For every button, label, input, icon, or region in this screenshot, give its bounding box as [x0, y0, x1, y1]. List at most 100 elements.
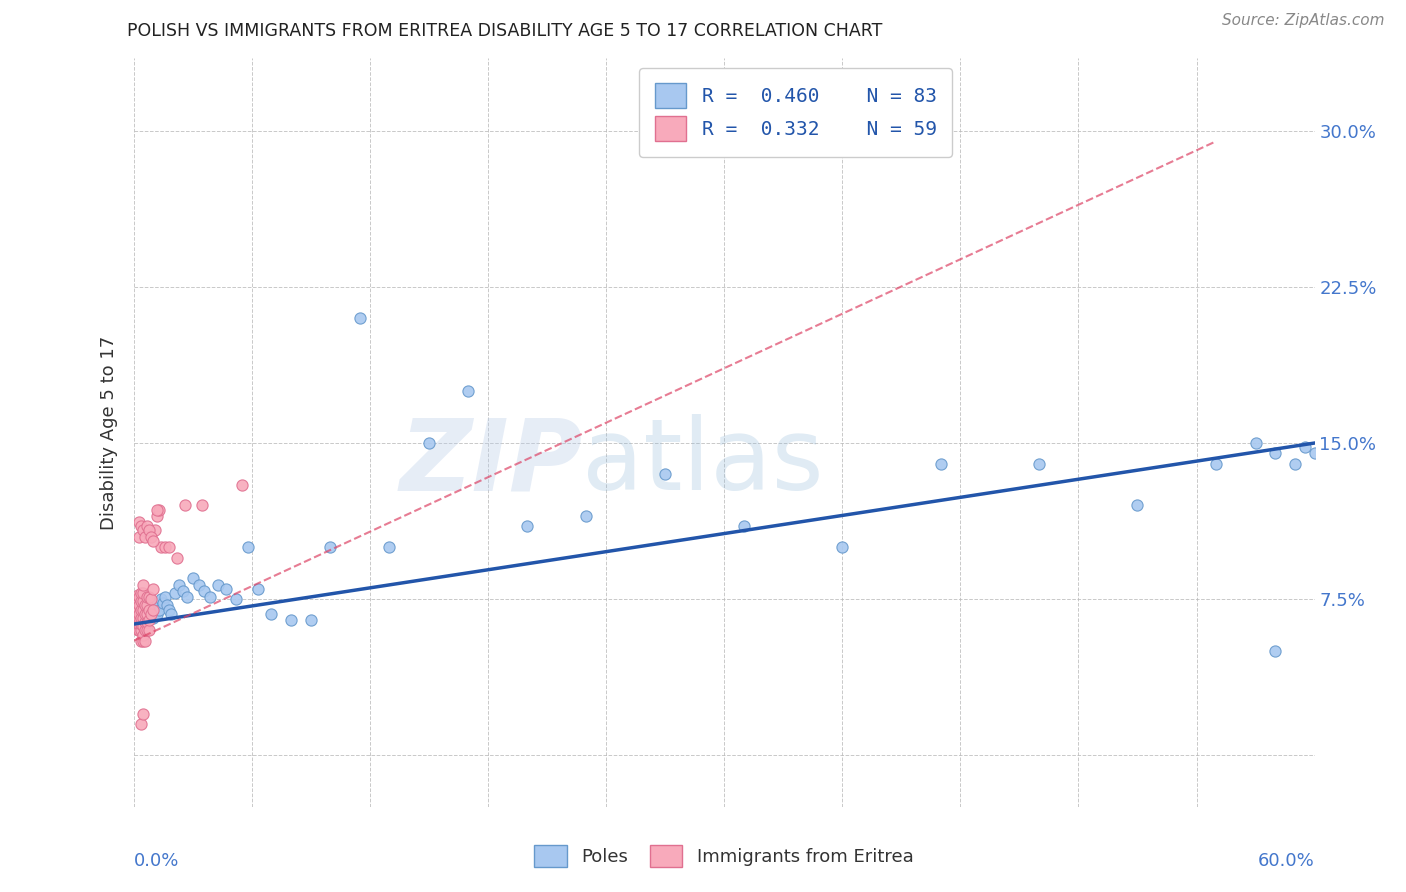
- Point: [143, 607, 166, 621]
- Point: [319, 540, 342, 554]
- Point: [187, 577, 209, 591]
- Point: [132, 619, 155, 633]
- Point: [166, 550, 188, 565]
- Point: [200, 590, 222, 604]
- Point: [132, 586, 155, 600]
- Point: [127, 607, 149, 621]
- Point: [136, 590, 159, 604]
- Point: [193, 583, 215, 598]
- Point: [167, 577, 190, 591]
- Point: [132, 594, 155, 608]
- Point: [138, 613, 160, 627]
- Point: [236, 540, 259, 554]
- Point: [260, 607, 283, 621]
- Point: [146, 502, 169, 516]
- Point: [128, 611, 150, 625]
- Point: [1028, 457, 1050, 471]
- Point: [157, 540, 180, 554]
- Point: [215, 582, 238, 596]
- Point: [134, 607, 156, 621]
- Point: [349, 311, 371, 326]
- Point: [134, 615, 156, 629]
- Point: [1264, 644, 1286, 658]
- Point: [156, 599, 179, 613]
- Point: [929, 457, 952, 471]
- Point: [138, 524, 160, 538]
- Point: [131, 594, 153, 608]
- Point: [148, 502, 170, 516]
- Point: [131, 586, 153, 600]
- Point: [138, 607, 160, 621]
- Point: [128, 515, 150, 529]
- Point: [127, 607, 149, 621]
- Text: Source: ZipAtlas.com: Source: ZipAtlas.com: [1222, 13, 1385, 29]
- Point: [127, 602, 149, 616]
- Point: [136, 592, 159, 607]
- Text: POLISH VS IMMIGRANTS FROM ERITREA DISABILITY AGE 5 TO 17 CORRELATION CHART: POLISH VS IMMIGRANTS FROM ERITREA DISABI…: [127, 22, 882, 40]
- Point: [141, 605, 163, 619]
- Point: [160, 607, 183, 621]
- Point: [191, 499, 214, 513]
- Point: [231, 477, 253, 491]
- Point: [143, 524, 166, 538]
- Point: [141, 530, 163, 544]
- Point: [146, 596, 169, 610]
- Point: [176, 590, 198, 604]
- Point: [132, 599, 155, 613]
- Point: [181, 571, 204, 585]
- Point: [1126, 499, 1149, 513]
- Point: [1303, 446, 1326, 460]
- Point: [142, 611, 165, 625]
- Legend: Poles, Immigrants from Eritrea: Poles, Immigrants from Eritrea: [527, 838, 921, 874]
- Point: [378, 540, 401, 554]
- Point: [128, 599, 150, 613]
- Point: [134, 602, 156, 616]
- Point: [172, 583, 194, 598]
- Point: [136, 602, 159, 616]
- Point: [131, 717, 153, 731]
- Point: [831, 540, 853, 554]
- Point: [131, 519, 153, 533]
- Point: [1264, 446, 1286, 460]
- Point: [124, 607, 146, 621]
- Point: [136, 624, 159, 638]
- Point: [143, 599, 166, 613]
- Point: [124, 599, 146, 613]
- Point: [132, 627, 155, 641]
- Point: [1294, 440, 1316, 454]
- Point: [132, 611, 155, 625]
- Point: [136, 615, 159, 629]
- Point: [146, 508, 169, 523]
- Text: ZIP: ZIP: [399, 414, 582, 511]
- Point: [138, 602, 160, 616]
- Point: [1244, 436, 1267, 450]
- Point: [131, 599, 153, 613]
- Text: atlas: atlas: [582, 414, 824, 511]
- Point: [131, 602, 153, 616]
- Point: [128, 590, 150, 604]
- Point: [134, 592, 156, 607]
- Point: [418, 436, 440, 450]
- Point: [128, 599, 150, 613]
- Point: [127, 588, 149, 602]
- Point: [127, 613, 149, 627]
- Point: [134, 633, 156, 648]
- Point: [141, 599, 163, 613]
- Point: [136, 599, 159, 613]
- Point: [299, 613, 322, 627]
- Text: 0.0%: 0.0%: [134, 852, 179, 870]
- Point: [575, 508, 598, 523]
- Point: [142, 602, 165, 616]
- Point: [127, 624, 149, 638]
- Point: [134, 599, 156, 613]
- Point: [124, 607, 146, 621]
- Point: [132, 602, 155, 616]
- Point: [131, 607, 153, 621]
- Point: [225, 592, 247, 607]
- Point: [246, 582, 269, 596]
- Point: [128, 602, 150, 616]
- Point: [142, 533, 165, 548]
- Point: [153, 540, 176, 554]
- Point: [124, 592, 146, 607]
- Point: [138, 590, 160, 604]
